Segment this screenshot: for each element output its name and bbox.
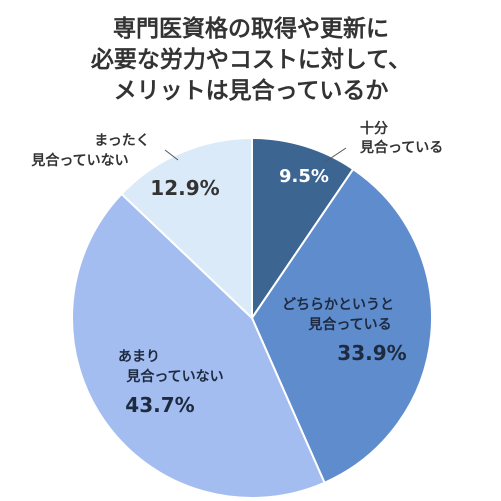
slice-1-label-line-2: 見合っている	[359, 139, 443, 156]
slice-2-label-line-2: 見合っている	[307, 316, 391, 333]
pie-slice-1	[251, 136, 355, 322]
slice-4-label-line-2: 見合っていない	[30, 152, 128, 169]
leader-lines	[164, 147, 347, 163]
slice-4-value-label: 12.9%	[150, 176, 219, 200]
chart-title-line-3: メリットは見合っているか	[114, 77, 389, 104]
chart-title-line-1: 専門医資格の取得や更新に	[113, 15, 389, 42]
slice-3-label-line-1: あまり	[118, 349, 160, 365]
chart-title-line-2: 必要な労力やコストに対して、	[91, 46, 411, 73]
slice-2-value-label: 33.9%	[337, 341, 406, 365]
slice-2-label-line-1: どちらかというと	[282, 297, 394, 313]
pie-slice-3	[71, 192, 326, 499]
slice-labels: 十分見合っている9.5%どちらかというと見合っている33.9%あまり見合っていな…	[30, 120, 443, 417]
chart-title: 専門医資格の取得や更新に 必要な労力やコストに対して、 メリットは見合っているか	[91, 15, 411, 104]
pie-slices	[71, 136, 433, 499]
pie-slice-2	[250, 167, 433, 485]
slice-1-leader-line	[324, 147, 347, 163]
pie-slice-4	[120, 136, 253, 321]
slice-1-value-label: 9.5%	[279, 166, 329, 187]
slice-4-label-line-1: まったく	[94, 133, 149, 149]
slice-4-leader-line	[164, 149, 179, 161]
slice-1-label-line-1: 十分	[360, 120, 388, 137]
slice-3-value-label: 43.7%	[125, 393, 194, 417]
slice-3-label-line-2: 見合っていない	[125, 368, 223, 385]
